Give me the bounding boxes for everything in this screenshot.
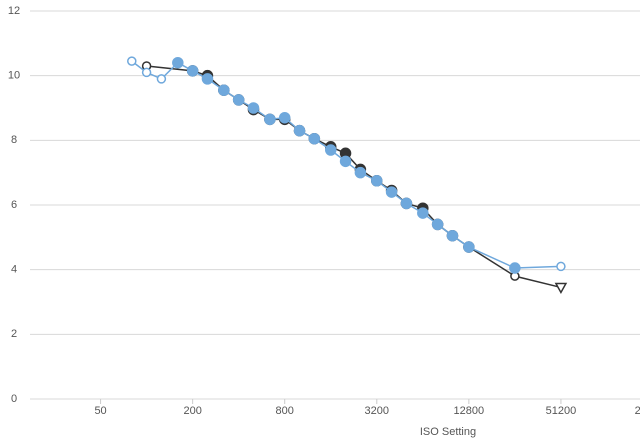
y-tick-label: 8 [11, 134, 17, 146]
point [264, 113, 276, 126]
y-tick-label: 10 [8, 70, 20, 82]
x-tick-label: 3200 [365, 405, 389, 417]
point [324, 144, 337, 156]
point [371, 175, 383, 187]
y-tick-label: 2 [11, 328, 17, 340]
x-tick-label: 204800 [635, 405, 640, 417]
x-axis-title: ISO Setting [420, 426, 476, 438]
point [385, 186, 398, 198]
point [172, 56, 184, 69]
point [556, 261, 566, 272]
x-tick-label: 51200 [546, 405, 577, 417]
point [156, 74, 167, 84]
x-tick-label: 800 [276, 405, 294, 417]
point [232, 94, 245, 106]
x-tick-label: 50 [94, 405, 106, 417]
series [141, 61, 568, 294]
point [554, 282, 568, 294]
point [247, 102, 260, 114]
point [463, 241, 475, 253]
point [431, 218, 444, 231]
point [186, 65, 199, 77]
point [400, 197, 413, 210]
point [509, 262, 521, 274]
y-tick-label: 0 [11, 393, 17, 405]
point [354, 166, 367, 179]
point [278, 111, 291, 124]
point [141, 67, 152, 78]
point [293, 124, 306, 137]
point [446, 229, 459, 242]
point [339, 155, 352, 168]
point [127, 56, 137, 66]
point [201, 73, 214, 85]
series-line [146, 65, 562, 289]
point [218, 84, 230, 96]
y-tick-label: 6 [11, 199, 17, 211]
point [417, 207, 429, 219]
y-tick-label: 4 [11, 264, 17, 276]
x-tick-label: 200 [183, 405, 201, 417]
x-tick-label: 12800 [454, 405, 485, 417]
series [127, 56, 566, 274]
point [308, 132, 321, 145]
y-tick-label: 12 [8, 5, 20, 17]
